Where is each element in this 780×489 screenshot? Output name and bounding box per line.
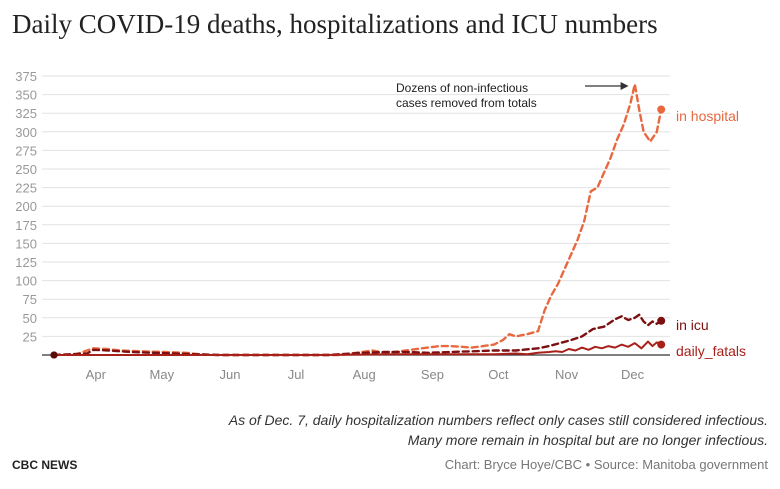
series-end-point xyxy=(657,105,666,114)
y-tick-label: 350 xyxy=(15,88,37,103)
series-line-in-icu xyxy=(52,313,663,357)
y-tick-label: 100 xyxy=(15,274,37,289)
footnote: As of Dec. 7, daily hospitalization numb… xyxy=(229,410,768,450)
series-end-point xyxy=(657,316,666,325)
y-tick-label: 25 xyxy=(23,329,37,344)
series-line-in-hospital xyxy=(52,83,663,357)
footnote-line-2: Many more remain in hospital but are no … xyxy=(407,432,768,448)
y-tick-label: 225 xyxy=(15,181,37,196)
y-tick-label: 325 xyxy=(15,106,37,121)
series-label: in hospital xyxy=(676,108,739,124)
x-tick-label: Oct xyxy=(488,367,509,382)
annotation-text: cases removed from totals xyxy=(396,96,537,110)
x-tick-label: Jun xyxy=(220,367,241,382)
x-tick-label: May xyxy=(150,367,175,382)
footnote-line-1: As of Dec. 7, daily hospitalization numb… xyxy=(228,412,768,428)
x-tick-label: Dec xyxy=(621,367,645,382)
x-tick-label: Nov xyxy=(555,367,579,382)
y-tick-label: 375 xyxy=(15,69,37,84)
y-tick-label: 50 xyxy=(23,311,37,326)
y-tick-label: 150 xyxy=(15,236,37,251)
series-label: daily_fatals xyxy=(676,343,746,359)
source-credit: Chart: Bryce Hoye/CBC • Source: Manitoba… xyxy=(444,457,768,472)
y-tick-label: 300 xyxy=(15,125,37,140)
brand-logo: CBC NEWS xyxy=(12,458,78,472)
y-tick-label: 175 xyxy=(15,218,37,233)
series-line-daily-fatals xyxy=(53,340,663,356)
y-tick-label: 125 xyxy=(15,255,37,270)
y-tick-label: 75 xyxy=(23,292,37,307)
y-tick-label: 200 xyxy=(15,199,37,214)
series-end-point xyxy=(657,340,666,349)
x-tick-label: Aug xyxy=(353,367,376,382)
chart-title: Daily COVID-19 deaths, hospitalizations … xyxy=(12,9,658,39)
x-tick-label: Jul xyxy=(288,367,305,382)
line-chart: 25 50 75 100 125 150 175 200 225 250 275 300 325 350 3… xyxy=(15,69,746,382)
series-start-point xyxy=(50,351,58,359)
x-tick-label: Sep xyxy=(421,367,444,382)
y-tick-label: 250 xyxy=(15,162,37,177)
annotation-text: Dozens of non-infectious xyxy=(396,81,528,95)
series-label: in icu xyxy=(676,317,709,333)
y-tick-label: 275 xyxy=(15,143,37,158)
x-tick-label: Apr xyxy=(86,367,107,382)
annotation-arrow-head xyxy=(620,82,629,90)
